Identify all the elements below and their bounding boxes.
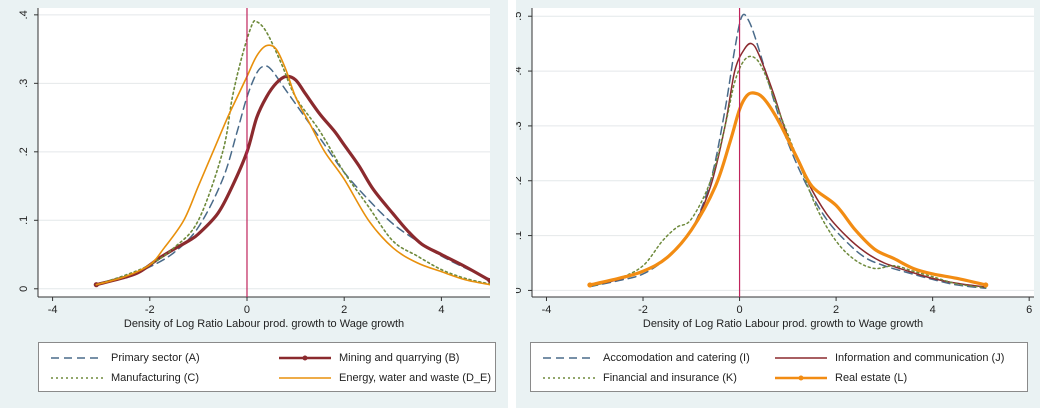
legend-item: Manufacturing (C) xyxy=(51,371,199,385)
legend-item: Accomodation and catering (I) xyxy=(543,351,750,365)
legend-swatch-manufacturing xyxy=(51,377,103,379)
series-line xyxy=(95,19,490,286)
y-tick-label: 0 xyxy=(516,287,524,293)
series-line xyxy=(95,44,490,286)
series-group xyxy=(587,13,989,289)
y-tick-label: 0 xyxy=(18,286,30,292)
series-marker xyxy=(587,282,593,288)
legend-item: Information and communication (J) xyxy=(775,351,1004,365)
x-axis-title: Density of Log Ratio Labour prod. growth… xyxy=(643,318,923,330)
right-chart: 0 .1 .2 .3 .4 .5 -4 -2 0 2 4 6 Density of Log Ratio … xyxy=(516,8,1034,330)
right-legend: Accomodation and catering (I) Informatio… xyxy=(530,342,1028,392)
legend-swatch-energy xyxy=(279,377,331,379)
legend-label: Financial and insurance (K) xyxy=(603,372,737,384)
legend-label: Mining and quarrying (B) xyxy=(339,352,460,364)
y-tick-label: .3 xyxy=(516,121,524,130)
legend-item: Primary sector (A) xyxy=(51,351,200,365)
y-tick-label: .1 xyxy=(18,216,30,225)
series-line xyxy=(588,91,988,287)
x-tick-label: -4 xyxy=(48,304,58,316)
legend-swatch-financial xyxy=(543,377,595,379)
left-chart: 0 .1 .2 .3 .4 -4 -2 0 2 4 Density of Log Ratio Lab… xyxy=(18,8,490,330)
right-chart-panel: 0 .1 .2 .3 .4 .5 -4 -2 0 2 4 6 Density of Log Ratio … xyxy=(516,0,1040,408)
x-tick-label: 4 xyxy=(930,304,936,316)
y-tick-label: .2 xyxy=(516,176,524,185)
x-tick-label: -4 xyxy=(542,304,552,316)
x-axis-title: Density of Log Ratio Labour prod. growth… xyxy=(124,318,404,330)
legend-swatch-information xyxy=(775,357,827,359)
y-tick-label: .1 xyxy=(516,231,524,240)
legend-label: Accomodation and catering (I) xyxy=(603,352,750,364)
legend-swatch-accomodation xyxy=(543,357,595,359)
series-group xyxy=(93,19,490,288)
x-tick-label: -2 xyxy=(145,304,155,316)
x-tick-label: 2 xyxy=(341,304,347,316)
x-tick-label: 2 xyxy=(833,304,839,316)
y-tick-label: .5 xyxy=(516,12,524,21)
legend-label: Information and communication (J) xyxy=(835,352,1005,364)
plot-area xyxy=(532,8,1034,297)
series-marker xyxy=(983,282,989,288)
legend-label: Energy, water and waste (D_E) xyxy=(339,372,492,384)
series-marker xyxy=(487,277,490,284)
left-chart-panel: 0 .1 .2 .3 .4 -4 -2 0 2 4 Density of Log Ratio Lab… xyxy=(0,0,508,408)
legend-swatch-real-estate xyxy=(775,375,827,381)
x-tick-label: 6 xyxy=(1026,304,1032,316)
legend-item: Energy, water and waste (D_E) xyxy=(279,371,491,385)
y-tick-label: .2 xyxy=(18,147,30,156)
legend-item: Financial and insurance (K) xyxy=(543,371,737,385)
x-tick-label: 4 xyxy=(438,304,444,316)
legend-swatch-primary-sector xyxy=(51,357,103,359)
left-legend: Primary sector (A) Mining and quarrying … xyxy=(38,342,496,392)
legend-label: Manufacturing (C) xyxy=(111,372,200,384)
legend-item: Mining and quarrying (B) xyxy=(279,351,459,365)
x-tick-label: 0 xyxy=(736,304,742,316)
legend-label: Real estate (L) xyxy=(835,372,908,384)
legend-label: Primary sector (A) xyxy=(111,352,200,364)
y-tick-label: .4 xyxy=(18,10,30,19)
legend-swatch-mining xyxy=(279,355,331,361)
series-line xyxy=(589,55,987,289)
y-tick-label: .3 xyxy=(18,79,30,88)
y-tick-label: .4 xyxy=(516,66,524,75)
x-tick-label: -2 xyxy=(638,304,648,316)
x-tick-label: 0 xyxy=(244,304,250,316)
legend-item: Real estate (L) xyxy=(775,371,907,385)
plot-area xyxy=(38,8,490,297)
